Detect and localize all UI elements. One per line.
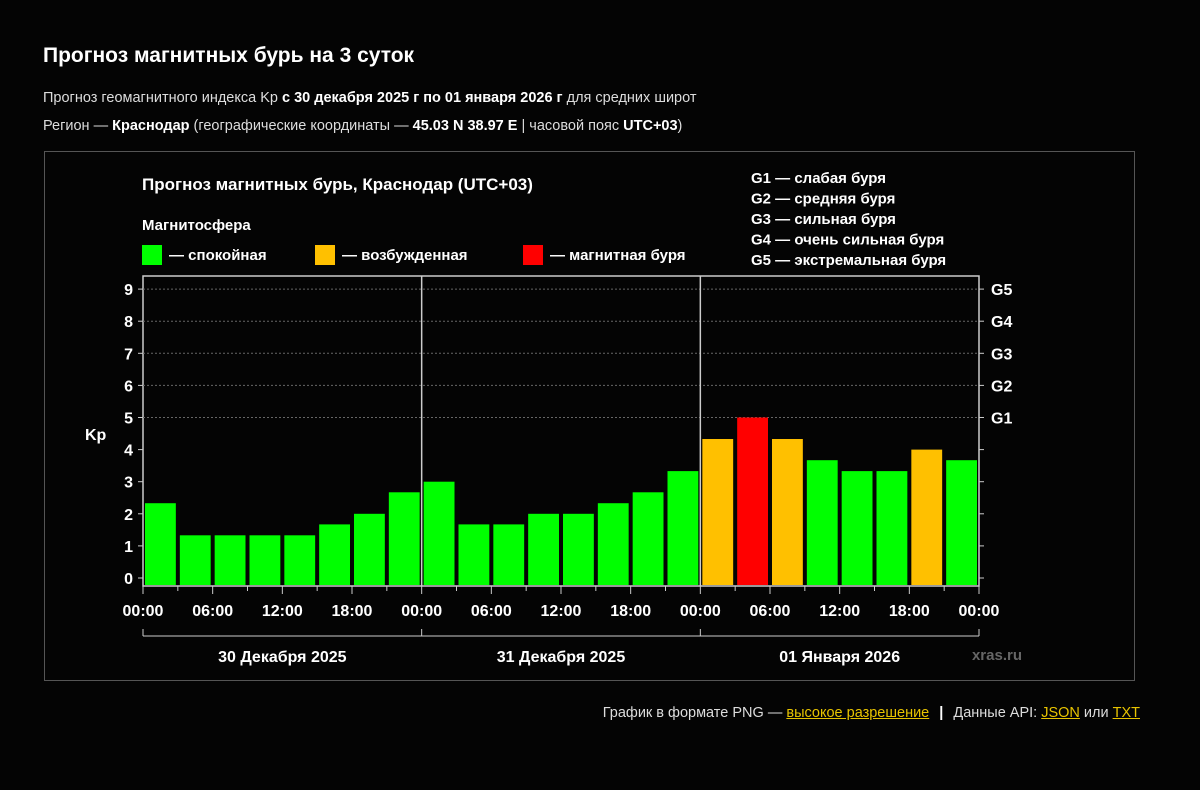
g-level-label: G4 [991, 314, 1012, 331]
kp-bar [946, 460, 977, 585]
kp-bar [632, 492, 664, 585]
x-tick-label: 06:00 [471, 603, 512, 620]
x-tick-label: 06:00 [192, 603, 233, 620]
kp-bar [772, 439, 803, 585]
region-description: Регион — Краснодар (географические коорд… [43, 118, 682, 134]
day-label: 01 Января 2026 [779, 649, 900, 666]
kp-bar [423, 481, 455, 585]
y-tick-label: 0 [124, 571, 133, 588]
legend-swatch [523, 245, 543, 265]
legend-label: — возбужденная [342, 247, 468, 264]
text: Данные API: [953, 705, 1042, 721]
y-tick-label: 7 [124, 346, 133, 363]
text: для средних широт [562, 90, 697, 106]
kp-bar [667, 471, 699, 585]
kp-bar [806, 460, 838, 585]
g-level-label: G1 [991, 411, 1012, 428]
x-tick-label: 12:00 [262, 603, 303, 620]
text: ) [677, 118, 683, 134]
y-axis-label: Kp [85, 427, 107, 444]
kp-chart: Прогноз магнитных бурь, Краснодар (UTC+0… [85, 170, 1022, 666]
kp-bar [214, 535, 246, 585]
x-tick-label: 18:00 [889, 603, 930, 620]
kp-bar [597, 503, 629, 585]
footer: График в формате PNG — высокое разрешени… [603, 705, 1140, 721]
kp-bar [841, 471, 873, 585]
g-legend-item: G2 — средняя буря [751, 191, 895, 208]
x-tick-label: 00:00 [959, 603, 1000, 620]
g-level-label: G2 [991, 378, 1012, 395]
watermark: xras.ru [972, 647, 1022, 664]
coordinates: 45.03 N 38.97 E [412, 118, 518, 134]
timezone: UTC+03 [623, 118, 678, 134]
kp-bar [354, 513, 385, 585]
kp-bar [493, 524, 525, 585]
x-tick-label: 06:00 [750, 603, 791, 620]
chart-title: Прогноз магнитных бурь, Краснодар (UTC+0… [142, 175, 533, 194]
x-tick-label: 12:00 [819, 603, 860, 620]
separator: | [935, 705, 948, 721]
legend-swatch [142, 245, 162, 265]
kp-bar [458, 524, 490, 585]
text: Прогноз геомагнитного индекса Kp [43, 90, 282, 106]
g-level-label: G5 [991, 282, 1012, 299]
y-tick-label: 3 [124, 475, 133, 492]
text: или [1079, 705, 1113, 721]
legend-swatch [315, 245, 335, 265]
y-tick-label: 8 [124, 314, 133, 331]
date-range: с 30 декабря 2025 г по 01 января 2026 г [281, 90, 563, 106]
region: Краснодар [112, 118, 190, 134]
kp-bar [876, 471, 908, 585]
x-tick-label: 18:00 [610, 603, 651, 620]
y-tick-label: 1 [124, 539, 133, 556]
kp-bar [737, 417, 768, 585]
kp-bar [911, 449, 943, 585]
g-legend-item: G4 — очень сильная буря [751, 232, 944, 249]
text: | часовой пояс [517, 118, 624, 134]
x-tick-label: 00:00 [680, 603, 721, 620]
text: Регион — [43, 118, 113, 134]
y-tick-label: 9 [124, 282, 133, 299]
g-level-label: G3 [991, 346, 1012, 363]
text: График в формате PNG — [602, 705, 787, 721]
y-tick-label: 4 [124, 443, 133, 460]
kp-bar [284, 535, 316, 585]
legend-title: Магнитосфера [142, 217, 251, 234]
forecast-description: Прогноз геомагнитного индекса Kp с 30 де… [43, 90, 697, 106]
y-tick-label: 6 [124, 378, 133, 395]
kp-bar [563, 513, 594, 585]
x-tick-label: 00:00 [401, 603, 442, 620]
y-tick-label: 2 [124, 507, 133, 524]
kp-bar [319, 524, 350, 585]
high-res-link[interactable]: высокое разрешение [786, 705, 930, 721]
kp-bar [145, 503, 176, 585]
txt-link[interactable]: TXT [1112, 705, 1140, 721]
x-tick-label: 12:00 [541, 603, 582, 620]
text: (географические координаты — [189, 118, 413, 134]
kp-bar [388, 492, 420, 585]
day-label: 30 Декабря 2025 [218, 649, 347, 666]
json-link[interactable]: JSON [1041, 705, 1080, 721]
kp-bar [528, 513, 559, 585]
chart-panel: Прогноз магнитных бурь, Краснодар (UTC+0… [44, 151, 1135, 681]
x-tick-label: 00:00 [123, 603, 164, 620]
page-title: Прогноз магнитных бурь на 3 суток [43, 44, 415, 67]
day-label: 31 Декабря 2025 [497, 649, 626, 666]
legend-label: — магнитная буря [550, 247, 686, 264]
legend-label: — спокойная [169, 247, 267, 264]
kp-bar [702, 439, 734, 585]
g-legend-item: G5 — экстремальная буря [751, 252, 946, 269]
g-legend-item: G1 — слабая буря [751, 170, 886, 187]
g-legend-item: G3 — сильная буря [751, 211, 896, 228]
kp-bar [249, 535, 281, 585]
x-tick-label: 18:00 [332, 603, 373, 620]
kp-bar [179, 535, 211, 585]
y-tick-label: 5 [124, 411, 133, 428]
